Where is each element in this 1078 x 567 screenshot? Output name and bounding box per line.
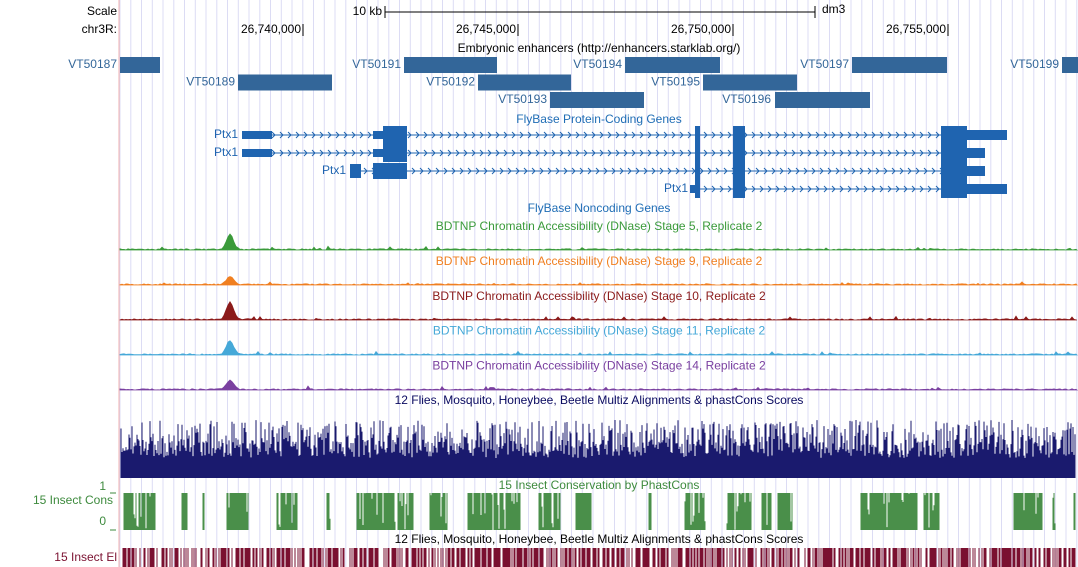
enhancer	[120, 57, 160, 73]
gene-label: Ptx1	[322, 163, 346, 177]
exon	[373, 131, 383, 139]
enhancer	[238, 74, 332, 91]
exon	[373, 163, 407, 179]
gene-label: Ptx1	[214, 145, 238, 159]
exon	[383, 126, 407, 144]
scale-bar	[384, 6, 816, 18]
exon	[733, 126, 745, 144]
enhancer	[625, 57, 720, 73]
exon	[695, 144, 700, 162]
exon	[967, 184, 1007, 194]
exon	[695, 162, 700, 180]
exon	[941, 144, 967, 162]
enhancer	[775, 92, 870, 108]
side-label: 15 Insect El	[54, 550, 117, 564]
track-title: 12 Flies, Mosquito, Honeybee, Beetle Mul…	[395, 393, 804, 407]
exon	[690, 185, 695, 193]
exon	[373, 149, 383, 157]
signal	[119, 301, 1078, 321]
enhancer-label: VT50196	[722, 92, 771, 106]
enhancer-label: VT50199	[1010, 57, 1059, 71]
side-label: 15 Insect Cons	[33, 493, 113, 507]
track-title: BDTNP Chromatin Accessibility (DNase) St…	[436, 219, 763, 233]
enhancer	[550, 92, 644, 108]
exon	[733, 162, 745, 180]
position-label: 26,755,000	[886, 22, 946, 36]
gene-label: Ptx1	[664, 181, 688, 195]
signal	[123, 493, 1076, 530]
chrom-label: chr3R:	[82, 22, 117, 36]
track-title: BDTNP Chromatin Accessibility (DNase) St…	[432, 358, 766, 372]
gene-label: Ptx1	[214, 127, 238, 141]
enhancer-label: VT50193	[498, 92, 547, 106]
scale-size: 10 kb	[353, 4, 383, 18]
enhancer	[478, 74, 571, 91]
signal	[119, 379, 1078, 391]
axis	[110, 492, 116, 531]
exon	[733, 180, 745, 198]
track-title: 12 Flies, Mosquito, Honeybee, Beetle Mul…	[395, 532, 804, 546]
signal	[119, 233, 1078, 251]
intron	[242, 149, 985, 157]
track-title: FlyBase Protein-Coding Genes	[516, 112, 681, 126]
enhancer-label: VT50197	[800, 57, 849, 71]
enhancer-label: VT50192	[426, 75, 475, 89]
signal	[119, 340, 1078, 356]
exon	[967, 166, 985, 176]
position-label: 26,740,000	[241, 22, 301, 36]
exon	[733, 144, 745, 162]
position-label: 26,745,000	[456, 22, 516, 36]
exon	[967, 148, 985, 158]
enhancer	[404, 57, 497, 73]
axis-label: 0	[99, 514, 106, 528]
exon	[941, 126, 967, 144]
enhancer-label: VT50195	[651, 75, 700, 89]
exon	[242, 131, 272, 139]
track-title: 15 Insect Conservation by PhastCons	[499, 478, 700, 492]
axis-label: 1	[99, 479, 106, 493]
exon	[695, 126, 700, 144]
track-title: BDTNP Chromatin Accessibility (DNase) St…	[432, 289, 766, 303]
signal	[120, 420, 1076, 478]
assembly: dm3	[822, 2, 846, 16]
signal	[119, 276, 1078, 286]
enhancer-label: VT50189	[186, 75, 235, 89]
enhancer	[852, 57, 947, 73]
track-title: BDTNP Chromatin Accessibility (DNase) St…	[436, 254, 763, 268]
enhancer	[703, 74, 797, 91]
intron	[242, 131, 1007, 139]
enhancer-label: VT50187	[68, 57, 117, 71]
enhancer	[1062, 57, 1078, 73]
track-title: Embryonic enhancers (http://enhancers.st…	[458, 41, 741, 55]
track-title: BDTNP Chromatin Accessibility (DNase) St…	[433, 324, 766, 338]
exon	[383, 144, 407, 162]
scale-label: Scale	[87, 4, 117, 18]
track-title: FlyBase Noncoding Genes	[528, 201, 671, 215]
exon	[350, 164, 361, 178]
exon	[941, 162, 967, 180]
intron	[350, 167, 985, 175]
exon	[967, 130, 1007, 140]
position-label: 26,750,000	[671, 22, 731, 36]
exon	[941, 180, 967, 198]
exon	[242, 149, 272, 157]
enhancer-label: VT50191	[352, 57, 401, 71]
exon	[695, 180, 700, 198]
enhancer-label: VT50194	[573, 57, 622, 71]
elements	[122, 548, 1076, 567]
